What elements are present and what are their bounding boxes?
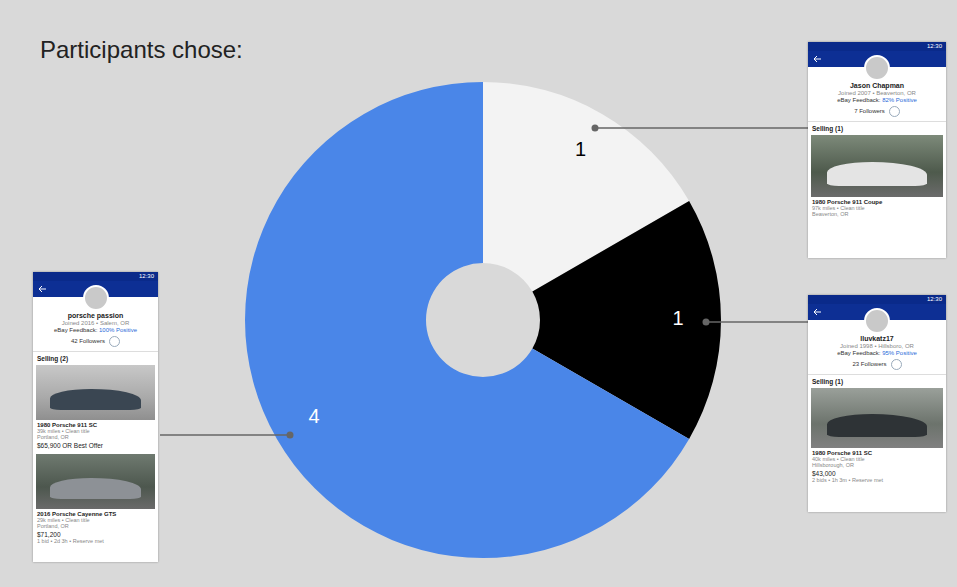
svg-text:1: 1 <box>575 138 586 160</box>
html-text:40k miles • Clean title: 40k miles • Clean title <box>812 456 865 462</box>
html-text:$65,900 OR Best Offer: $65,900 OR Best Offer <box>37 442 103 449</box>
html-text:Participants chose:: Participants chose: <box>40 36 243 63</box>
html-text:Portland, OR: Portland, OR <box>37 523 69 529</box>
svg-text:1: 1 <box>672 307 683 329</box>
html-text:$71,200: $71,200 <box>37 531 61 538</box>
html-text:Joined 2016 • Salem, OR: Joined 2016 • Salem, OR <box>61 320 130 326</box>
html-text:29k miles • Clean title: 29k miles • Clean title <box>37 517 90 523</box>
html-text:eBay Feedback: 82% Positive: eBay Feedback: 82% Positive <box>837 97 917 103</box>
html-text:Jason Chapman: Jason Chapman <box>850 82 904 89</box>
html-text:42 Followers: 42 Followers <box>71 338 105 345</box>
html-text:Hillsborough, OR: Hillsborough, OR <box>812 462 854 468</box>
html-text:porsche passion: porsche passion <box>67 312 124 319</box>
html-text:7 Followers: 7 Followers <box>854 108 885 115</box>
html-text:12:30: 12:30 <box>927 43 942 49</box>
html-text:$43,000: $43,000 <box>812 470 836 477</box>
html-text:1980 Porsche 911 Coupe: 1980 Porsche 911 Coupe <box>812 199 883 205</box>
html-text:lluvkatz17: lluvkatz17 <box>860 335 894 342</box>
html-text:Selling (2): Selling (2) <box>37 355 69 362</box>
html-text:39k miles • Clean title: 39k miles • Clean title <box>37 428 90 434</box>
html-text:97k miles • Clean title: 97k miles • Clean title <box>812 205 865 211</box>
html-text:Portland, OR: Portland, OR <box>37 434 69 440</box>
html-text:1980 Porsche 911 SC: 1980 Porsche 911 SC <box>37 422 97 428</box>
html-text:12:30: 12:30 <box>139 273 154 279</box>
html-text:Selling (1): Selling (1) <box>812 378 844 385</box>
svg-text:4: 4 <box>309 405 320 427</box>
html-text:eBay Feedback: 95% Positive: eBay Feedback: 95% Positive <box>837 350 917 356</box>
html-text:Beaverton, OR: Beaverton, OR <box>812 211 849 217</box>
html-text:2016 Porsche Cayenne GTS: 2016 Porsche Cayenne GTS <box>37 511 117 517</box>
html-text:1980 Porsche 911 SC: 1980 Porsche 911 SC <box>812 450 872 456</box>
html-text:23 Followers: 23 Followers <box>852 361 887 368</box>
html-text:2 bids • 1h 3m • Reserve met: 2 bids • 1h 3m • Reserve met <box>812 477 884 483</box>
html-text:1 bid • 2d 3h • Reserve met: 1 bid • 2d 3h • Reserve met <box>37 538 104 544</box>
html-text:eBay Feedback: 100% Positive: eBay Feedback: 100% Positive <box>54 327 137 333</box>
html-text:Joined 2007 • Beaverton, OR: Joined 2007 • Beaverton, OR <box>838 90 916 96</box>
html-text:12:30: 12:30 <box>927 296 942 302</box>
html-text:Selling (1): Selling (1) <box>812 125 844 132</box>
html-text:Joined 1998 • Hillsboro, OR: Joined 1998 • Hillsboro, OR <box>840 343 914 349</box>
